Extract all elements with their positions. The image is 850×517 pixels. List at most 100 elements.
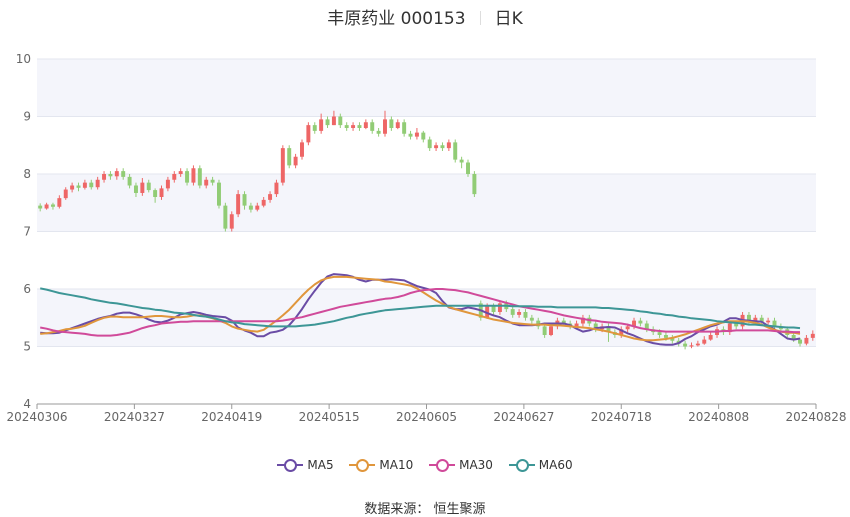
x-tick-label: 20240718 <box>591 410 652 424</box>
candle-body <box>357 125 362 128</box>
legend-item-ma30[interactable]: MA30 <box>429 458 493 472</box>
data-source: 数据来源： 恒生聚源 <box>364 502 486 517</box>
candle-body <box>753 317 758 321</box>
candle-body <box>689 345 694 347</box>
candle-body <box>344 125 349 128</box>
candle-body <box>95 179 100 188</box>
grid-band <box>37 116 816 174</box>
x-tick-label: 20240828 <box>785 410 846 424</box>
candle-body <box>255 205 260 210</box>
y-tick-label: 7 <box>23 225 31 239</box>
legend-swatch <box>508 458 535 472</box>
candle-body <box>217 182 221 206</box>
candle-body <box>204 179 209 186</box>
candle-body <box>766 320 771 323</box>
legend-item-ma60[interactable]: MA60 <box>508 458 573 472</box>
y-tick-label: 4 <box>23 397 31 411</box>
candle-body <box>395 122 400 128</box>
grid-band <box>37 289 816 347</box>
candle-body <box>223 205 228 229</box>
candle-body <box>229 214 234 229</box>
candle-body <box>159 188 164 197</box>
candle-body <box>383 119 387 134</box>
chart-title: 丰原药业 000153 日K <box>0 4 850 29</box>
legend-item-ma5[interactable]: MA5 <box>277 458 334 472</box>
candle-body <box>580 317 585 324</box>
candle-body <box>89 182 94 188</box>
candle-body <box>300 142 304 157</box>
candle-body <box>414 132 419 137</box>
candle-body <box>140 182 145 193</box>
candle-body <box>389 119 394 128</box>
candle-body <box>517 312 522 315</box>
candle-body <box>146 182 151 191</box>
candle-body <box>172 174 177 180</box>
period-label[interactable]: 日K <box>494 9 523 29</box>
candle-body <box>306 125 311 143</box>
candle-body <box>114 171 119 177</box>
candle-body <box>325 119 330 126</box>
candle-body <box>242 194 247 206</box>
legend-swatch <box>349 458 376 472</box>
candle-body <box>663 335 668 338</box>
series-line-ma30 <box>40 288 800 337</box>
legend: MA5 MA10 MA30 MA60 <box>0 458 850 475</box>
candle-body <box>440 145 445 149</box>
candle-body <box>625 326 630 330</box>
legend-dot <box>356 459 370 472</box>
candle-body <box>708 335 713 340</box>
candle-body <box>268 194 273 200</box>
legend-label: MA10 <box>379 458 414 472</box>
candle-body <box>210 179 215 183</box>
candle-body <box>319 119 324 131</box>
x-tick-label: 20240515 <box>299 410 360 424</box>
candle-body <box>491 306 496 312</box>
candle-body <box>657 332 662 335</box>
candle-body <box>593 323 598 330</box>
y-tick-label: 9 <box>23 110 31 124</box>
candle-body <box>165 179 170 189</box>
candle-body <box>632 320 636 327</box>
candle-body <box>695 343 700 346</box>
candle-body <box>287 148 292 166</box>
candle-body <box>497 303 502 312</box>
legend-swatch <box>429 458 456 472</box>
candle-body <box>791 335 796 340</box>
candle-body <box>606 326 611 333</box>
candle-body <box>178 171 183 174</box>
candle-body <box>549 326 553 335</box>
candle-body <box>434 145 439 149</box>
candle-body <box>102 174 107 180</box>
candle-body <box>153 190 158 197</box>
y-tick-label: 8 <box>23 167 31 181</box>
grid-band <box>37 174 816 232</box>
candle-body <box>702 339 707 344</box>
candle-body <box>466 162 470 174</box>
candle-body <box>236 194 241 215</box>
candle-body <box>427 139 432 149</box>
y-tick-label: 10 <box>16 52 31 66</box>
candle-body <box>542 326 547 335</box>
candle-body <box>453 142 458 160</box>
candle-body <box>38 205 43 209</box>
candle-body <box>351 125 356 128</box>
candle-body <box>280 148 285 183</box>
candle-body <box>108 174 113 177</box>
candle-body <box>798 339 803 344</box>
x-tick-label: 20240327 <box>104 410 165 424</box>
candle-body <box>529 317 534 321</box>
legend-label: MA5 <box>307 458 334 472</box>
candle-body <box>746 314 751 321</box>
candle-body <box>683 343 688 347</box>
candle-body <box>363 122 368 128</box>
grid-band <box>37 59 816 117</box>
y-tick-label: 6 <box>23 282 31 296</box>
candle-body <box>561 320 566 324</box>
candle-body <box>510 309 515 315</box>
candle-body <box>421 132 426 140</box>
candle-body <box>408 133 413 137</box>
candle-body <box>644 323 649 330</box>
legend-item-ma10[interactable]: MA10 <box>349 458 413 472</box>
title-divider <box>479 11 481 25</box>
